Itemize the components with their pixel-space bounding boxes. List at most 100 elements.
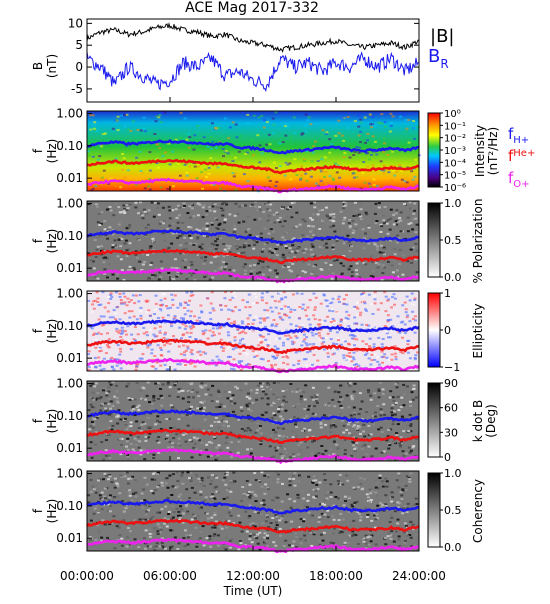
spectrogram-cell bbox=[206, 388, 210, 391]
spectrogram-cell bbox=[371, 415, 375, 417]
spectrogram-cell bbox=[267, 232, 271, 235]
spectrogram-cell bbox=[291, 262, 295, 265]
spectrogram-cell bbox=[193, 442, 197, 445]
spectrogram-cell bbox=[387, 431, 391, 434]
spectrogram-cell bbox=[362, 540, 366, 543]
spectrogram-cell bbox=[155, 419, 159, 422]
spectrogram-cell bbox=[403, 505, 407, 508]
spectrogram-cell bbox=[165, 305, 168, 307]
spectrogram-cell bbox=[303, 338, 307, 341]
spectrogram-cell bbox=[140, 172, 144, 175]
spectrogram-cell bbox=[406, 475, 410, 478]
spectrogram-cell bbox=[305, 179, 309, 182]
spectrogram-cell bbox=[247, 293, 251, 296]
spectrogram-cell bbox=[107, 302, 111, 305]
spectrogram-cell bbox=[178, 249, 182, 251]
spectrogram-cell bbox=[106, 229, 110, 232]
spectrogram-cell bbox=[373, 511, 377, 514]
spectrogram-cell bbox=[159, 388, 162, 390]
spectrogram-cell bbox=[95, 236, 99, 239]
spectrogram-cell bbox=[89, 114, 93, 117]
spectrogram-cell bbox=[100, 508, 104, 511]
spectrogram-cell bbox=[352, 229, 356, 232]
x-axis: 00:00:00 06:00:00 12:00:00 18:00:00 24:0… bbox=[60, 569, 446, 598]
spectrogram-cell bbox=[266, 537, 270, 540]
spectrogram-cell bbox=[382, 403, 386, 406]
spectrogram-cell bbox=[109, 412, 113, 415]
spectrogram-cell bbox=[277, 312, 281, 315]
spectrogram-cell bbox=[217, 358, 221, 361]
spectrogram-cell bbox=[157, 278, 161, 281]
spectrogram-cell bbox=[248, 397, 252, 400]
spectrogram-cell bbox=[329, 548, 333, 551]
spectrogram-cell bbox=[232, 231, 236, 233]
spectrogram-cell bbox=[369, 303, 373, 306]
spectrogram-cell bbox=[340, 420, 344, 423]
spectrogram-cell bbox=[209, 483, 213, 485]
spectrogram-cell bbox=[118, 318, 122, 321]
spectrogram-cell bbox=[333, 259, 336, 262]
spectrogram-cell bbox=[378, 122, 382, 125]
spectrogram-cell bbox=[87, 203, 91, 206]
spectrogram-cell bbox=[279, 453, 283, 455]
spectrogram-cell bbox=[337, 295, 341, 298]
spectrogram-cell bbox=[411, 435, 415, 438]
spectrogram-cell bbox=[344, 316, 348, 319]
spectrogram-cell bbox=[332, 542, 335, 545]
spectrogram-cell bbox=[415, 249, 419, 252]
spectrogram-cell bbox=[121, 329, 125, 332]
spectrogram-cell bbox=[184, 349, 188, 352]
spectrogram-cell bbox=[170, 529, 174, 532]
spectrogram-cell bbox=[117, 438, 121, 441]
spectrogram-cell bbox=[373, 291, 377, 294]
spectrogram-cell bbox=[340, 458, 344, 461]
spectrogram-cell bbox=[161, 484, 165, 487]
spectrogram-cell bbox=[345, 354, 349, 357]
spectrogram-cell bbox=[115, 306, 119, 309]
spectrogram-cell bbox=[399, 440, 403, 443]
spectrogram-cell bbox=[213, 526, 217, 529]
spectrogram-cell bbox=[403, 522, 407, 525]
spectrogram-cell bbox=[253, 490, 257, 493]
spectrogram-cell bbox=[355, 322, 359, 325]
spectrogram-cell bbox=[153, 313, 156, 315]
spectrogram-cell bbox=[238, 352, 242, 355]
spectrogram-cell bbox=[283, 313, 286, 316]
spectrogram-cell bbox=[329, 219, 333, 221]
spectrogram-cell bbox=[282, 545, 286, 547]
spectrogram-cell bbox=[120, 437, 124, 440]
spectrogram-cell bbox=[294, 335, 298, 338]
spectrogram-cell bbox=[402, 404, 406, 407]
spectrogram-cell bbox=[210, 441, 214, 444]
spectrogram-cell bbox=[255, 272, 259, 275]
spectrogram-cell bbox=[184, 505, 188, 508]
spectrogram-cell bbox=[264, 165, 268, 168]
spectrogram-cell bbox=[291, 244, 295, 247]
spectrogram-cell bbox=[239, 406, 243, 409]
spectrogram-cell bbox=[95, 332, 99, 335]
legend-f: f bbox=[508, 125, 514, 143]
spectrogram-cell bbox=[296, 496, 300, 499]
spectrogram-cell bbox=[293, 309, 297, 311]
spectrogram-cell bbox=[302, 417, 306, 420]
spectrogram-cell bbox=[291, 343, 295, 346]
spectrogram-cell bbox=[161, 411, 165, 414]
spectrogram-cell bbox=[181, 221, 185, 224]
spectrogram-cell bbox=[231, 310, 235, 313]
spectrogram-cell bbox=[156, 523, 160, 526]
spectrogram-cell bbox=[373, 125, 377, 128]
spectrogram-cell bbox=[368, 337, 372, 340]
spectrogram-cell bbox=[353, 448, 357, 451]
spectrogram-cell bbox=[255, 392, 259, 394]
spectrogram-cell bbox=[285, 388, 289, 391]
spectrogram-cell bbox=[107, 263, 111, 265]
spectrogram-cell bbox=[291, 390, 295, 393]
spectrogram-cell bbox=[290, 340, 294, 343]
spectrogram-cell bbox=[128, 543, 132, 546]
spectrogram-cell bbox=[409, 472, 413, 475]
spectrogram-cell bbox=[300, 165, 304, 168]
spectrogram-cell bbox=[215, 327, 219, 330]
spectrogram-cell bbox=[354, 447, 358, 449]
spectrogram-cell bbox=[100, 145, 104, 148]
spectrogram-cell bbox=[309, 217, 312, 219]
